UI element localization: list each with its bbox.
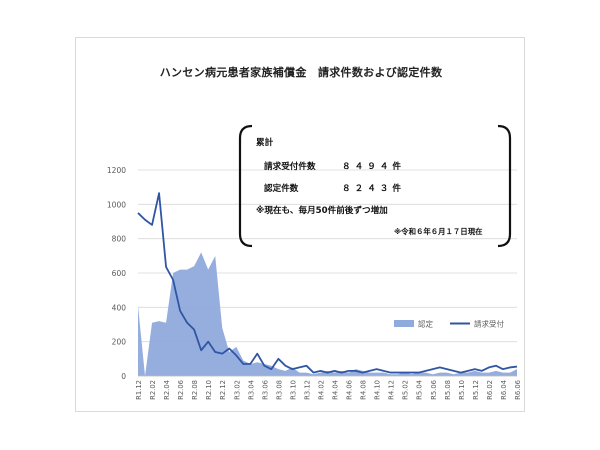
x-tick-label: R2.08 — [191, 380, 199, 400]
x-tick-label: R4.04 — [332, 380, 340, 400]
summary-received-row: 請求受付件数 ８４９４件 — [264, 163, 405, 172]
summary-approved-row: 認定件数 ８２４３件 — [264, 185, 405, 194]
summary-received-value: ８４９４件 — [342, 162, 405, 172]
x-tick-label: R4.12 — [388, 380, 396, 400]
y-tick-label: 1200 — [107, 166, 126, 175]
x-tick-label: R4.02 — [317, 380, 325, 400]
chart-title: ハンセン病元患者家族補償金 請求件数および認定件数 — [159, 66, 443, 79]
x-tick-label: R5.12 — [472, 380, 480, 400]
y-tick-label: 600 — [112, 269, 127, 278]
x-tick-label: R3.10 — [289, 380, 297, 400]
x-tick-label: R6.02 — [486, 380, 494, 400]
summary-approved-label: 認定件数 — [264, 184, 299, 194]
x-tick-label: R6.06 — [514, 380, 522, 400]
x-tick-label: R5.10 — [458, 380, 466, 400]
series-line-請求受付 — [137, 192, 518, 374]
x-tick-label: R5.04 — [416, 380, 424, 400]
x-tick-label: R2.02 — [149, 380, 157, 400]
x-tick-label: R3.06 — [261, 380, 269, 400]
x-tick-label: R3.02 — [233, 380, 241, 400]
x-tick-label: R2.04 — [163, 380, 171, 400]
x-tick-label: R3.08 — [275, 380, 283, 400]
x-tick-label: R5.06 — [430, 380, 438, 400]
series-area-認定 — [138, 252, 517, 376]
x-tick-label: R2.12 — [219, 380, 227, 400]
x-tick-label: R1.12 — [135, 380, 143, 400]
y-tick-label: 200 — [112, 338, 127, 347]
chart-frame: 0 200 400 600 800 1000 1200 R1.12 R2.02 R2.04 R2.0… — [75, 37, 525, 412]
y-tick-label: 800 — [112, 235, 127, 244]
x-tick-label: R5.08 — [444, 380, 452, 400]
x-tick-label: R2.06 — [177, 380, 185, 400]
x-tick-label: R6.04 — [500, 380, 508, 400]
legend-label-area: 認定 — [418, 319, 433, 329]
summary-as-of-date: ※令和６年６月１７日現在 — [394, 227, 483, 236]
summary-received-label: 請求受付件数 — [264, 162, 316, 172]
summary-heading: 累計 — [256, 138, 274, 148]
summary-bracket-left — [238, 124, 253, 248]
summary-note: ※現在も、毎月50件前後ずつ増加 — [256, 206, 388, 216]
y-tick-label: 1000 — [107, 200, 126, 209]
chart-canvas: 0 200 400 600 800 1000 1200 R1.12 R2.02 R2.04 R2.0… — [107, 124, 522, 400]
summary-approved-value: ８２４３件 — [342, 184, 405, 194]
x-tick-label: R5.02 — [402, 380, 410, 400]
legend-label-line: 請求受付 — [474, 319, 504, 329]
x-tick-label: R3.04 — [247, 380, 255, 400]
x-tick-label: R4.06 — [346, 380, 354, 400]
x-tick-label: R4.10 — [374, 380, 382, 400]
legend-swatch-area — [394, 320, 414, 327]
x-tick-label: R3.12 — [303, 380, 311, 400]
y-tick-label: 400 — [112, 303, 127, 312]
y-tick-label: 0 — [121, 372, 126, 381]
x-tick-label: R4.08 — [360, 380, 368, 400]
x-tick-label: R2.10 — [205, 380, 213, 400]
summary-bracket-right — [497, 124, 512, 248]
